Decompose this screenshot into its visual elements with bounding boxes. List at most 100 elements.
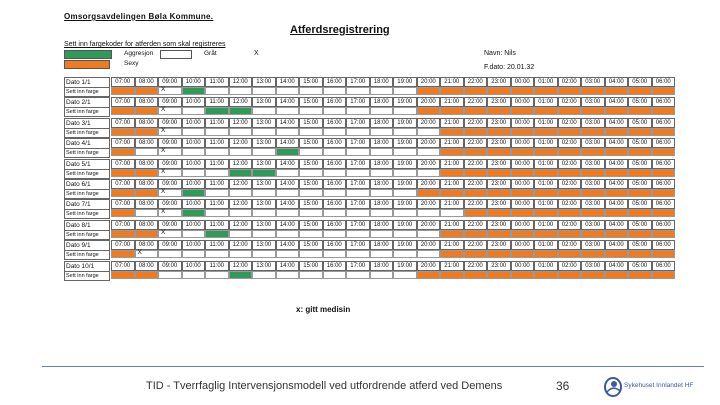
empty-mark-cell[interactable] (346, 189, 370, 197)
empty-mark-cell[interactable] (181, 168, 205, 177)
empty-mark-cell[interactable] (346, 229, 370, 238)
empty-mark-cell[interactable] (181, 127, 205, 136)
empty-mark-cell[interactable] (369, 209, 393, 218)
empty-mark-cell[interactable] (134, 209, 158, 218)
empty-mark-cell[interactable] (322, 209, 346, 218)
empty-mark-cell[interactable] (393, 168, 417, 177)
empty-mark-cell[interactable] (252, 87, 276, 95)
empty-mark-cell[interactable] (228, 229, 252, 238)
behavior-mark-sexy[interactable] (628, 229, 652, 238)
behavior-mark-sexy[interactable] (534, 270, 558, 279)
empty-mark-cell[interactable] (181, 229, 205, 238)
behavior-mark-sexy[interactable] (134, 87, 158, 95)
empty-mark-cell[interactable] (440, 209, 464, 218)
behavior-mark-sexy[interactable] (510, 189, 534, 197)
behavior-mark-sexy[interactable] (487, 229, 511, 238)
behavior-mark-sexy[interactable] (111, 270, 135, 279)
empty-mark-cell[interactable] (299, 229, 323, 238)
behavior-mark-sexy[interactable] (463, 107, 487, 116)
empty-mark-cell[interactable] (158, 250, 182, 259)
behavior-mark-sexy[interactable] (487, 209, 511, 218)
empty-mark-cell[interactable] (158, 189, 182, 197)
behavior-mark-sexy[interactable] (463, 209, 487, 218)
behavior-mark-sexy[interactable] (111, 229, 135, 238)
behavior-mark-sexy[interactable] (604, 107, 628, 116)
behavior-mark-sexy[interactable] (651, 270, 675, 279)
empty-mark-cell[interactable] (275, 107, 299, 116)
behavior-mark-sexy[interactable] (487, 148, 511, 157)
empty-mark-cell[interactable] (393, 270, 417, 279)
empty-mark-cell[interactable] (322, 107, 346, 116)
empty-mark-cell[interactable] (205, 270, 229, 279)
empty-mark-cell[interactable] (158, 168, 182, 177)
behavior-mark-sexy[interactable] (651, 107, 675, 116)
behavior-mark-sexy[interactable] (534, 209, 558, 218)
behavior-mark-aggression[interactable] (181, 209, 205, 218)
behavior-mark-sexy[interactable] (463, 168, 487, 177)
empty-mark-cell[interactable] (393, 250, 417, 259)
behavior-mark-sexy[interactable] (440, 250, 464, 259)
empty-mark-cell[interactable] (322, 148, 346, 157)
empty-mark-cell[interactable] (252, 189, 276, 197)
behavior-mark-sexy[interactable] (628, 107, 652, 116)
behavior-mark-sexy[interactable] (604, 87, 628, 95)
behavior-mark-sexy[interactable] (604, 250, 628, 259)
behavior-mark-sexy[interactable] (111, 168, 135, 177)
behavior-mark-sexy[interactable] (440, 148, 464, 157)
behavior-mark-sexy[interactable] (534, 148, 558, 157)
empty-mark-cell[interactable] (181, 148, 205, 157)
behavior-mark-sexy[interactable] (581, 229, 605, 238)
behavior-mark-sexy[interactable] (111, 250, 135, 259)
empty-mark-cell[interactable] (181, 270, 205, 279)
behavior-mark-sexy[interactable] (510, 229, 534, 238)
empty-mark-cell[interactable] (181, 250, 205, 259)
empty-mark-cell[interactable] (228, 148, 252, 157)
behavior-mark-sexy[interactable] (134, 189, 158, 197)
empty-mark-cell[interactable] (158, 209, 182, 218)
empty-mark-cell[interactable] (205, 148, 229, 157)
behavior-mark-sexy[interactable] (440, 107, 464, 116)
empty-mark-cell[interactable] (299, 148, 323, 157)
behavior-mark-sexy[interactable] (487, 127, 511, 136)
behavior-mark-sexy[interactable] (111, 87, 135, 95)
empty-mark-cell[interactable] (252, 229, 276, 238)
behavior-mark-sexy[interactable] (111, 189, 135, 197)
behavior-mark-sexy[interactable] (604, 270, 628, 279)
empty-mark-cell[interactable] (393, 87, 417, 95)
behavior-mark-sexy[interactable] (651, 168, 675, 177)
empty-mark-cell[interactable] (299, 168, 323, 177)
behavior-mark-sexy[interactable] (651, 148, 675, 157)
empty-mark-cell[interactable] (299, 270, 323, 279)
empty-mark-cell[interactable] (322, 250, 346, 259)
empty-mark-cell[interactable] (369, 148, 393, 157)
behavior-mark-sexy[interactable] (487, 189, 511, 197)
empty-mark-cell[interactable] (393, 148, 417, 157)
behavior-mark-sexy[interactable] (557, 209, 581, 218)
empty-mark-cell[interactable] (205, 250, 229, 259)
behavior-mark-sexy[interactable] (487, 107, 511, 116)
empty-mark-cell[interactable] (275, 127, 299, 136)
behavior-mark-sexy[interactable] (604, 148, 628, 157)
empty-mark-cell[interactable] (181, 107, 205, 116)
behavior-mark-sexy[interactable] (463, 87, 487, 95)
behavior-mark-sexy[interactable] (651, 209, 675, 218)
empty-mark-cell[interactable] (228, 189, 252, 197)
behavior-mark-sexy[interactable] (581, 168, 605, 177)
behavior-mark-aggression[interactable] (228, 168, 252, 177)
behavior-mark-aggression[interactable] (181, 87, 205, 95)
behavior-mark-sexy[interactable] (111, 209, 135, 218)
behavior-mark-sexy[interactable] (628, 270, 652, 279)
behavior-mark-sexy[interactable] (534, 127, 558, 136)
behavior-mark-sexy[interactable] (581, 127, 605, 136)
behavior-mark-sexy[interactable] (628, 189, 652, 197)
empty-mark-cell[interactable] (346, 87, 370, 95)
behavior-mark-sexy[interactable] (604, 168, 628, 177)
empty-mark-cell[interactable] (275, 189, 299, 197)
empty-mark-cell[interactable] (228, 250, 252, 259)
empty-mark-cell[interactable] (158, 148, 182, 157)
empty-mark-cell[interactable] (369, 189, 393, 197)
behavior-mark-sexy[interactable] (581, 209, 605, 218)
behavior-mark-sexy[interactable] (134, 229, 158, 238)
behavior-mark-sexy[interactable] (557, 189, 581, 197)
behavior-mark-sexy[interactable] (557, 148, 581, 157)
